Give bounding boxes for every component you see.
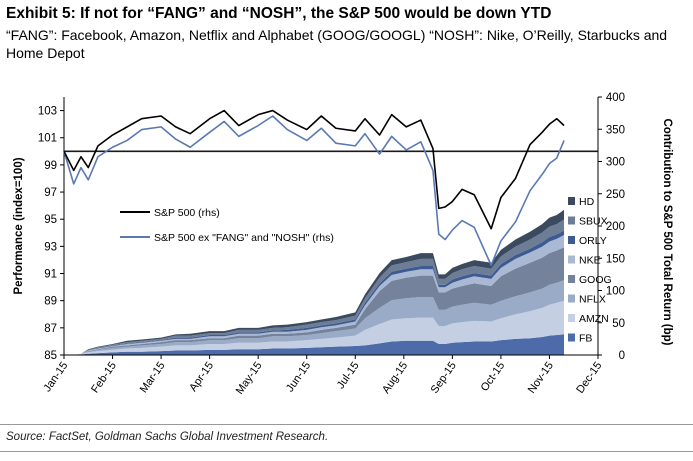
y-tick-label: 93 — [44, 241, 57, 253]
legend-label-orly: ORLY — [579, 235, 607, 247]
y2-tick-label: 250 — [606, 189, 625, 201]
chart-title: Exhibit 5: If not for “FANG” and “NOSH”,… — [6, 5, 552, 22]
legend-label-hd: HD — [579, 196, 595, 208]
x-tick-label: Dec-15 — [574, 360, 604, 396]
x-tick-label: Oct-15 — [479, 360, 508, 394]
legend-swatch-orly — [568, 236, 575, 244]
legend-swatch-nke — [568, 255, 575, 264]
y-tick-label: 87 — [44, 323, 57, 335]
y-axis-title: Performance (index=100) — [13, 157, 25, 294]
y2-tick-label: 350 — [606, 124, 625, 136]
y2-axis-title: Contribution to S&P 500 Total Return (bp… — [661, 118, 673, 345]
line-sp500 — [63, 109, 565, 230]
x-tick-label: Sep-15 — [429, 360, 459, 396]
x-tick-label: Nov-15 — [526, 360, 556, 396]
y-tick-label: 95 — [44, 214, 57, 226]
area-amzn — [64, 300, 565, 355]
area-fb — [64, 334, 565, 355]
legend-swatch-goog — [568, 275, 575, 283]
y-tick-label: 89 — [44, 296, 57, 308]
legend-label-sbux: SBUX — [579, 216, 608, 228]
y2-tick-label: 300 — [606, 157, 625, 169]
y-tick-label: 91 — [44, 269, 57, 281]
x-tick-label: Aug-15 — [380, 360, 410, 396]
y2-tick-label: 50 — [612, 318, 625, 330]
line-sp500-ex-fang-nosh — [63, 115, 565, 267]
legend-label-amzn: AMZN — [579, 313, 609, 325]
y2-tick-label: 0 — [619, 350, 625, 362]
legend: S&P 500 (rhs) S&P 500 ex "FANG" and "NOSH… — [120, 196, 612, 345]
x-tick-label: Feb-15 — [89, 360, 119, 395]
area-goog — [64, 247, 565, 355]
legend-label-nflx: NFLX — [579, 294, 606, 306]
bottom-divider — [0, 451, 693, 452]
y2-tick-label: 100 — [606, 286, 625, 298]
x-tick-label: May-15 — [234, 360, 265, 397]
y2-tick-label: 400 — [606, 92, 625, 104]
chart-subtitle: “FANG”: Facebook, Amazon, Netflix and Al… — [6, 27, 668, 61]
legend-label-goog: GOOG — [579, 274, 612, 286]
y-tick-label: 85 — [44, 350, 57, 362]
legend-swatch-sbux — [568, 216, 575, 225]
axes-layer — [60, 96, 602, 359]
legend-swatch-hd — [568, 197, 575, 205]
y2-tick-label: 150 — [606, 253, 625, 265]
x-tick-label: Jun-15 — [284, 360, 313, 394]
stacked-area-layer — [64, 209, 565, 355]
area-nke — [64, 235, 565, 355]
legend-label-sp500: S&P 500 (rhs) — [154, 207, 220, 219]
legend-swatch-nflx — [568, 294, 575, 303]
y-tick-label: 101 — [38, 133, 57, 145]
x-tick-label: Mar-15 — [138, 360, 168, 395]
y-tick-label: 103 — [38, 106, 57, 118]
x-tick-label: Jan-15 — [41, 360, 70, 394]
x-tick-label: Jul-15 — [335, 360, 362, 391]
line-layer — [63, 109, 598, 267]
y-tick-label: 97 — [44, 187, 57, 199]
y-tick-label: 99 — [44, 160, 57, 172]
area-nflx — [64, 280, 565, 355]
source-note: Source: FactSet, Goldman Sachs Global In… — [6, 431, 329, 443]
legend-label-nke: NKE — [579, 255, 601, 267]
legend-label-fb: FB — [579, 333, 592, 345]
legend-swatch-fb — [568, 333, 575, 342]
x-tick-label: Apr-15 — [187, 360, 216, 394]
footer-divider — [0, 424, 693, 425]
legend-label-sp500-ex: S&P 500 ex "FANG" and "NOSH" (rhs) — [154, 232, 334, 244]
legend-swatch-amzn — [568, 314, 575, 322]
y2-tick-label: 200 — [606, 221, 625, 233]
